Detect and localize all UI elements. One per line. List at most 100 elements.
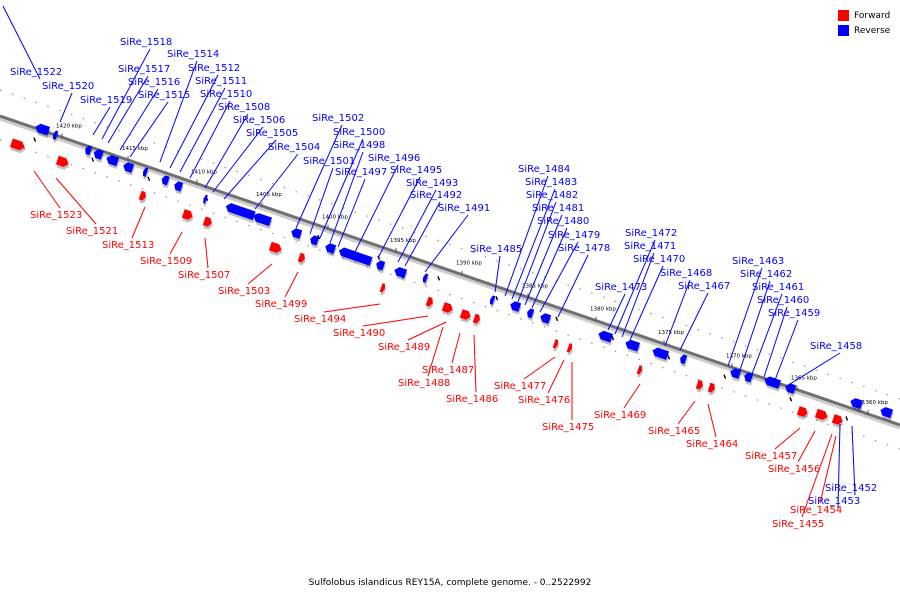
forward-gene <box>138 190 147 204</box>
reverse-gene <box>325 243 337 257</box>
forward-gene <box>379 283 386 296</box>
reverse-gene <box>764 376 782 392</box>
reverse-leader <box>517 201 557 303</box>
reverse-leader <box>295 124 343 229</box>
reverse-leader <box>92 106 111 136</box>
forward-leader <box>523 356 556 380</box>
forward-leader <box>774 427 801 450</box>
axis-mark <box>611 335 615 341</box>
forward-leader <box>204 237 209 269</box>
gene-label-sire-1521: SiRe_1521 <box>66 226 118 237</box>
gene-label-sire-1498: SiRe_1498 <box>333 140 385 151</box>
forward-leader <box>819 435 837 504</box>
legend-label-reverse: Reverse <box>854 25 891 36</box>
axis-mark <box>495 296 499 301</box>
forward-leader <box>169 231 183 255</box>
reverse-leader <box>531 227 568 309</box>
reverse-leader <box>159 60 198 163</box>
forward-gene <box>181 209 194 223</box>
reverse-leader <box>107 75 149 144</box>
gene-label-sire-1501: SiRe_1501 <box>303 156 355 167</box>
reverse-leader <box>319 138 364 239</box>
axis-mark <box>147 176 151 182</box>
reverse-leader <box>739 280 771 371</box>
reverse-leader <box>223 139 277 200</box>
reverse-gene <box>174 181 184 195</box>
scale-label: 1420 kbp <box>56 123 82 129</box>
reverse-leader <box>179 87 226 173</box>
legend: Forward Reverse <box>838 8 890 38</box>
gene-label-sire-1490: SiRe_1490 <box>333 328 385 339</box>
legend-item-forward: Forward <box>838 8 890 23</box>
gene-label-sire-1472: SiRe_1472 <box>625 228 677 239</box>
reverse-leader <box>212 126 264 193</box>
gene-label-sire-1482: SiRe_1482 <box>526 190 578 201</box>
reverse-gene <box>225 203 257 223</box>
scale-label: 1380 kbp <box>590 307 616 313</box>
reverse-leader <box>59 92 73 123</box>
gene-label-sire-1483: SiRe_1483 <box>525 177 577 188</box>
gene-label-sire-1452: SiRe_1452 <box>825 483 877 494</box>
reverse-leader <box>621 252 655 338</box>
reverse-gene <box>422 273 429 286</box>
gene-label-sire-1495: SiRe_1495 <box>390 165 442 176</box>
reverse-leader <box>2 5 41 80</box>
genome-caption: Sulfolobus islandicus REY15A, complete g… <box>308 578 592 588</box>
forward-gene <box>636 365 643 378</box>
axis-mark <box>789 396 793 402</box>
reverse-leader <box>494 255 501 293</box>
reverse-leader <box>751 293 783 375</box>
gene-label-sire-1465: SiRe_1465 <box>648 426 700 437</box>
reverse-leader <box>337 178 366 248</box>
forward-leader <box>407 321 447 341</box>
scale-label: 1400 kbp <box>322 215 348 221</box>
gene-label-sire-1494: SiRe_1494 <box>294 314 346 325</box>
gene-label-sire-1508: SiRe_1508 <box>218 102 270 113</box>
forward-leader <box>323 303 381 313</box>
reverse-gene <box>123 162 135 176</box>
gene-label-sire-1467: SiRe_1467 <box>678 281 730 292</box>
forward-leader <box>707 403 717 438</box>
reverse-gene <box>394 267 408 282</box>
gene-label-sire-1513: SiRe_1513 <box>102 240 154 251</box>
gene-label-sire-1509: SiRe_1509 <box>140 256 192 267</box>
gene-label-sire-1485: SiRe_1485 <box>470 244 522 255</box>
reverse-leader <box>101 48 151 140</box>
gene-label-sire-1522: SiRe_1522 <box>10 67 62 78</box>
gene-label-sire-1492: SiRe_1492 <box>410 190 462 201</box>
reverse-gene <box>785 383 797 397</box>
reverse-gene <box>880 407 894 422</box>
reverse-gene <box>489 295 496 308</box>
reverse-gene <box>680 354 688 368</box>
gene-label-sire-1487: SiRe_1487 <box>422 365 474 376</box>
gene-label-sire-1460: SiRe_1460 <box>757 295 809 306</box>
scale-label: 1370 kbp <box>726 353 752 359</box>
forward-gene <box>831 414 844 428</box>
gene-label-sire-1480: SiRe_1480 <box>537 216 589 227</box>
legend-item-reverse: Reverse <box>838 23 890 38</box>
gene-label-sire-1505: SiRe_1505 <box>246 128 298 139</box>
gene-label-sire-1516: SiRe_1516 <box>128 77 180 88</box>
reverse-leader <box>614 239 656 335</box>
gene-label-sire-1503: SiRe_1503 <box>218 286 270 297</box>
gene-label-sire-1515: SiRe_1515 <box>138 90 190 101</box>
legend-label-forward: Forward <box>854 10 891 21</box>
reverse-gene <box>161 175 171 189</box>
gene-label-sire-1470: SiRe_1470 <box>633 254 685 265</box>
scale-label: 1405 kbp <box>256 192 282 198</box>
gene-label-sire-1512: SiRe_1512 <box>188 63 240 74</box>
reverse-leader <box>354 164 399 253</box>
forward-leader <box>427 326 444 377</box>
reverse-leader <box>539 241 579 313</box>
forward-gene <box>695 379 704 393</box>
reverse-leader <box>629 265 664 341</box>
reverse-leader <box>129 101 169 158</box>
forward-swatch <box>838 10 849 21</box>
reverse-gene <box>527 308 535 322</box>
forward-gene <box>814 408 829 423</box>
forward-leader <box>473 334 477 393</box>
reverse-leader <box>664 279 691 347</box>
gene-label-sire-1507: SiRe_1507 <box>178 270 230 281</box>
forward-gene <box>268 241 283 256</box>
gene-label-sire-1463: SiRe_1463 <box>732 256 784 267</box>
